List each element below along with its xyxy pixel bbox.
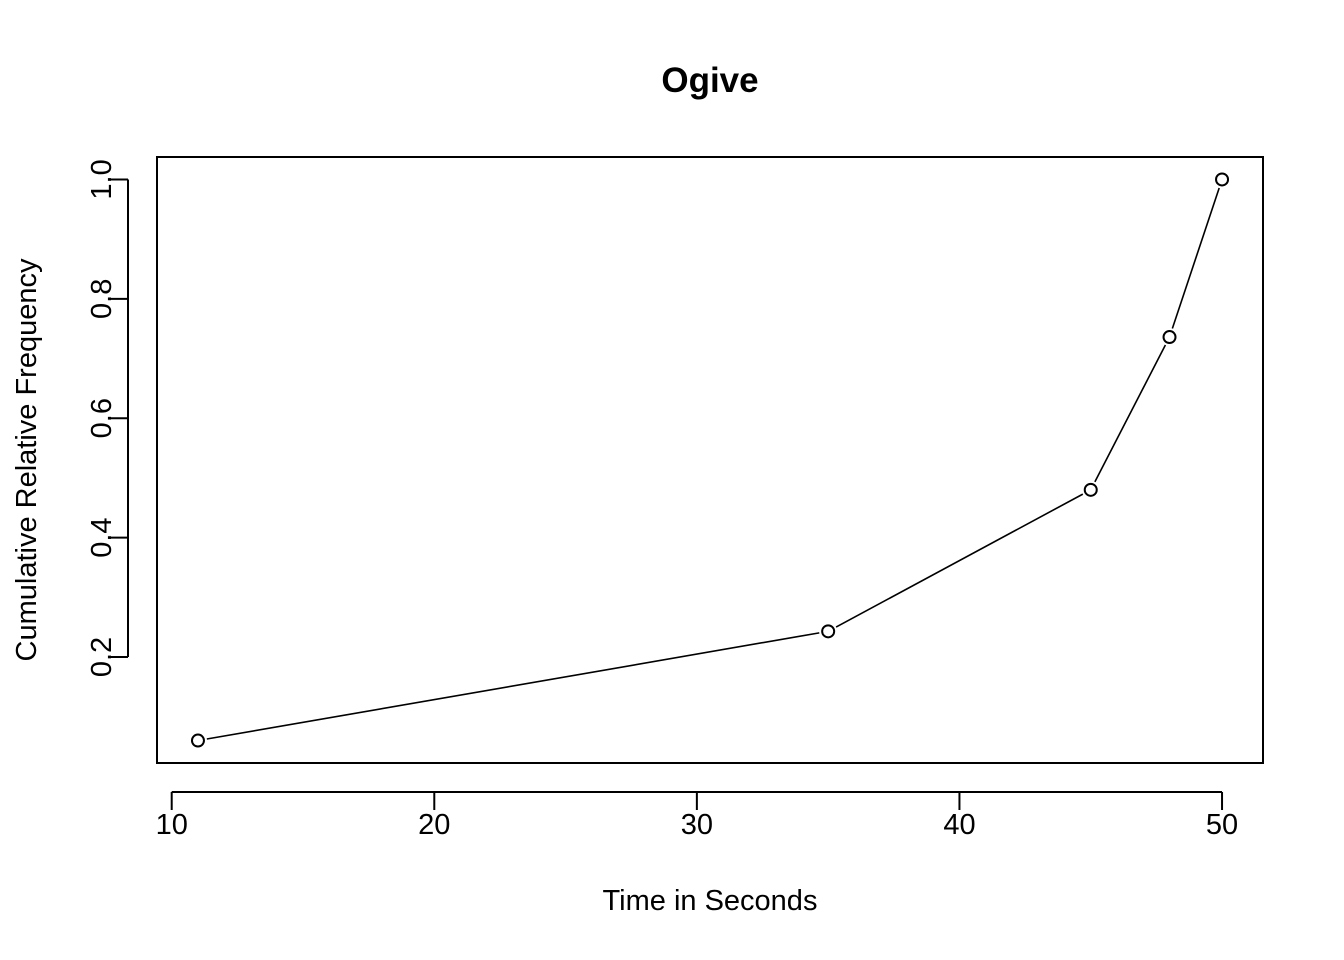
plot-frame	[156, 156, 1264, 764]
data-point	[1083, 482, 1098, 497]
y-tick-label: 0.2	[86, 637, 118, 677]
x-tick-label: 30	[681, 809, 713, 841]
y-axis-title: Cumulative Relative Frequency	[11, 258, 43, 661]
y-tick-label: 0.4	[86, 517, 118, 557]
data-point	[190, 733, 205, 748]
x-tick-label: 50	[1206, 809, 1238, 841]
x-axis-title: Time in Seconds	[603, 885, 818, 917]
x-tick-label: 40	[943, 809, 975, 841]
data-point	[1215, 172, 1230, 187]
y-tick-label: 0.6	[86, 398, 118, 438]
x-tick-label: 10	[156, 809, 188, 841]
data-point	[821, 624, 836, 639]
series-line-segment	[1094, 344, 1167, 483]
series-line-segment	[835, 493, 1084, 628]
data-point	[1162, 330, 1177, 345]
series-line-segment	[206, 632, 820, 740]
y-tick-label: 1.0	[86, 159, 118, 199]
x-axis: 10 20 30 40 50	[156, 791, 1238, 841]
series-line-segment	[1171, 187, 1220, 329]
y-tick-label: 0.8	[86, 279, 118, 319]
x-tick-label: 20	[418, 809, 450, 841]
chart-title: Ogive	[661, 61, 758, 100]
series-group	[190, 172, 1230, 748]
y-axis: 0.2 0.4 0.6 0.8 1.0	[86, 159, 129, 677]
